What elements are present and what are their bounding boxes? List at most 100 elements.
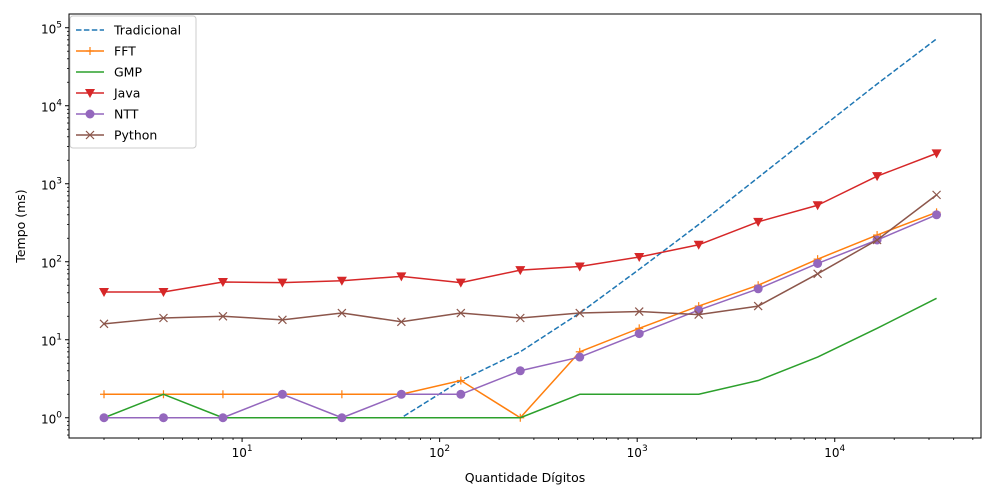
legend-marker-java xyxy=(85,89,95,98)
y-tick-base: 10 xyxy=(41,257,56,271)
data-point-ntt xyxy=(694,305,704,315)
y-tick-base: 10 xyxy=(41,413,56,427)
x-axis-label: Quantidade Dígitos xyxy=(465,470,585,485)
data-point-python xyxy=(694,310,704,320)
data-point-java xyxy=(99,287,110,297)
legend-label-fft: FFT xyxy=(114,44,136,59)
data-point-java xyxy=(931,149,942,159)
x-tick-base: 10 xyxy=(824,446,839,460)
y-tick-base: 10 xyxy=(41,179,56,193)
plot-area xyxy=(69,14,981,438)
series-gmp xyxy=(103,297,937,419)
y-axis-label: Tempo (ms) xyxy=(13,189,28,263)
series-layer xyxy=(99,38,942,423)
plot-frame xyxy=(68,13,982,439)
y-tick-exponent: 2 xyxy=(56,255,62,265)
y-tick-label-2: 102 xyxy=(41,255,62,271)
data-point-ntt xyxy=(753,284,763,294)
data-point-java xyxy=(872,172,883,182)
data-point-ntt xyxy=(634,329,644,339)
data-point-java xyxy=(753,217,764,227)
legend-marker-python xyxy=(85,130,95,140)
data-point-python xyxy=(159,313,168,323)
data-point-ntt xyxy=(575,352,585,362)
data-point-fft xyxy=(337,390,346,399)
data-point-ntt xyxy=(99,413,109,423)
series-java xyxy=(99,149,942,297)
legend-entry-python: Python xyxy=(76,128,157,143)
series-python xyxy=(99,190,941,329)
data-point-java xyxy=(336,276,347,286)
y-tick-exponent: 1 xyxy=(56,333,62,343)
data-point-ntt xyxy=(932,210,942,220)
data-point-python xyxy=(456,308,466,318)
legend-entry-gmp: GMP xyxy=(76,65,142,80)
y-tick-label-3: 103 xyxy=(41,177,62,193)
data-point-fft xyxy=(456,376,465,385)
data-point-ntt xyxy=(337,413,347,423)
y-tick-label-0: 100 xyxy=(41,411,62,427)
x-tick-exponent: 4 xyxy=(840,444,846,454)
data-point-ntt xyxy=(158,413,168,423)
data-point-java xyxy=(158,287,169,297)
data-point-java xyxy=(515,266,526,276)
y-tick-label-4: 104 xyxy=(41,99,62,115)
legend-label-ntt: NTT xyxy=(114,107,139,122)
data-point-java xyxy=(693,240,704,250)
legend-label-python: Python xyxy=(114,128,157,143)
data-point-java xyxy=(396,272,407,282)
data-point-python xyxy=(515,313,525,323)
data-point-python xyxy=(277,315,287,325)
x-tick-base: 10 xyxy=(232,446,247,460)
x-tick-exponent: 1 xyxy=(247,444,253,454)
series-line-gmp xyxy=(103,297,937,419)
x-tick-base: 10 xyxy=(429,446,444,460)
x-tick-exponent: 2 xyxy=(444,444,450,454)
legend-marker-ntt xyxy=(85,109,95,119)
data-point-java xyxy=(812,201,823,211)
y-tick-label-5: 105 xyxy=(41,21,62,37)
y-tick-exponent: 0 xyxy=(56,411,62,421)
data-point-python xyxy=(396,317,406,327)
data-point-python xyxy=(932,190,941,200)
data-point-python xyxy=(753,301,763,311)
data-point-python xyxy=(813,269,823,279)
data-point-python xyxy=(634,307,644,316)
data-point-python xyxy=(872,235,882,245)
data-point-java xyxy=(277,278,288,288)
legend-marker-fft xyxy=(86,47,94,55)
legend-entry-java: Java xyxy=(76,86,140,101)
y-tick-label-1: 101 xyxy=(41,333,62,349)
data-point-ntt xyxy=(218,413,228,423)
legend-entry-fft: FFT xyxy=(76,44,136,59)
legend-label-tradicional: Tradicional xyxy=(113,23,181,38)
data-point-python xyxy=(575,308,585,318)
x-tick-base: 10 xyxy=(627,446,642,460)
legend: Tradicional FFT GMP Java NTT Python xyxy=(69,15,197,149)
data-point-ntt xyxy=(396,389,406,399)
y-tick-exponent: 3 xyxy=(56,177,62,187)
data-point-java xyxy=(455,278,466,288)
legend-entry-ntt: NTT xyxy=(76,107,139,122)
y-tick-exponent: 5 xyxy=(56,21,62,31)
data-point-ntt xyxy=(277,389,287,399)
data-point-java xyxy=(574,262,585,272)
data-point-fft xyxy=(218,390,227,399)
x-tick-label-1: 102 xyxy=(429,444,450,460)
data-point-python xyxy=(337,308,347,318)
data-point-ntt xyxy=(813,258,823,268)
data-point-python xyxy=(218,311,228,321)
data-point-python xyxy=(99,319,109,329)
data-point-java xyxy=(634,253,645,263)
legend-label-java: Java xyxy=(113,86,140,101)
data-point-java xyxy=(217,277,228,287)
legend-label-gmp: GMP xyxy=(114,65,142,80)
legend-box xyxy=(69,15,197,149)
x-tick-exponent: 3 xyxy=(642,444,648,454)
y-tick-base: 10 xyxy=(41,23,56,37)
y-tick-exponent: 4 xyxy=(56,99,62,109)
x-tick-label-2: 103 xyxy=(627,444,648,460)
x-tick-label-0: 101 xyxy=(232,444,253,460)
y-tick-base: 10 xyxy=(41,101,56,115)
